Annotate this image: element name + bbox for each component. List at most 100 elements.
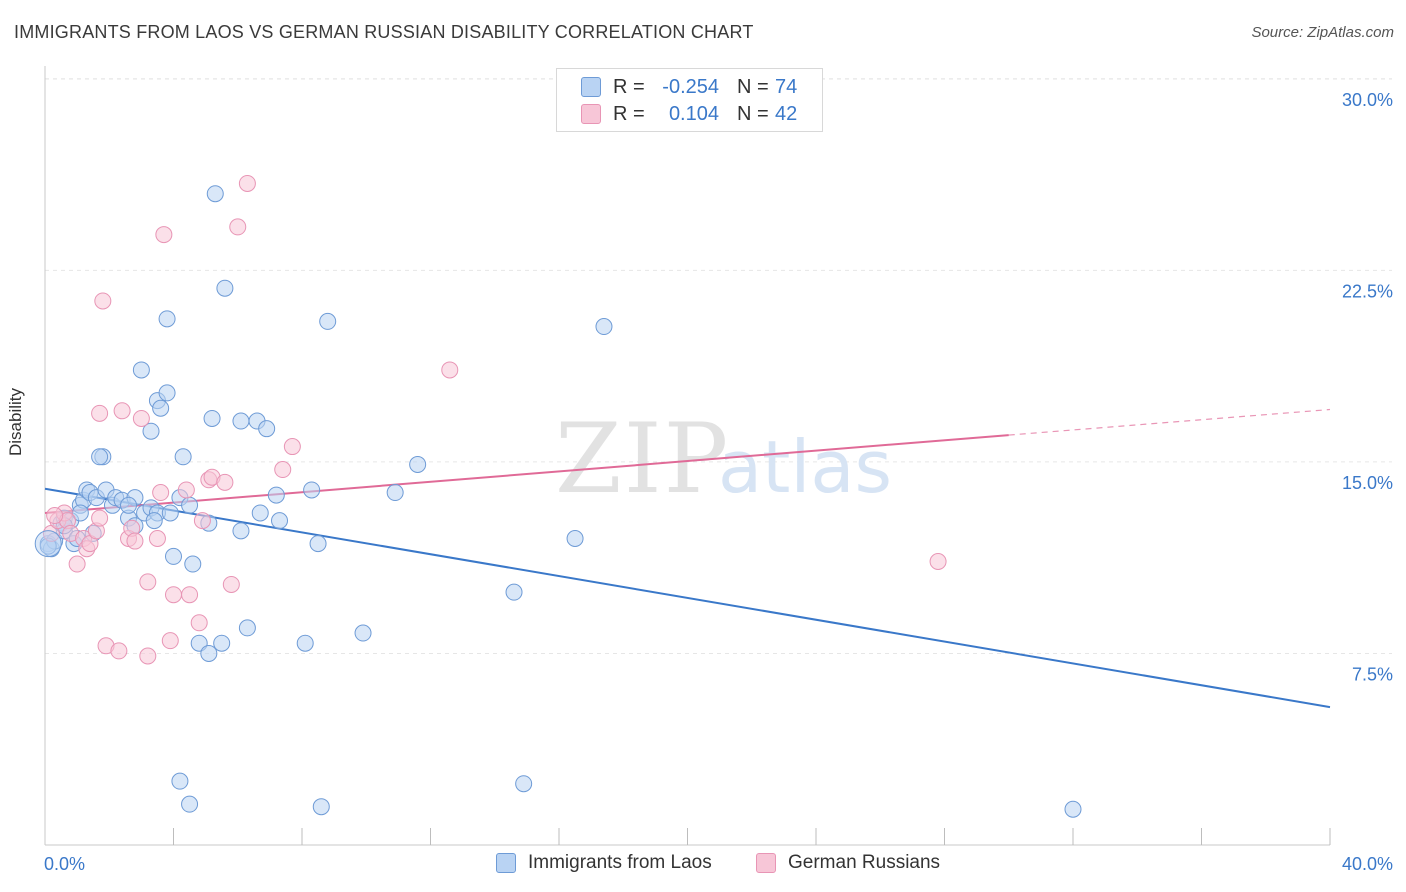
laos-point bbox=[203, 409, 221, 427]
german-russian-point bbox=[94, 292, 112, 310]
legend-swatch-german-russians bbox=[756, 853, 776, 873]
laos-point bbox=[120, 496, 138, 514]
laos-point bbox=[152, 399, 170, 417]
german-russian-point bbox=[110, 642, 128, 660]
stats-r-label: R = bbox=[613, 75, 645, 98]
german-russian-point bbox=[929, 552, 947, 570]
grid-layer bbox=[45, 78, 1392, 654]
points-layer bbox=[34, 174, 1082, 818]
stats-n-value: 74 bbox=[775, 75, 798, 98]
label-layer: 7.5% 15.0% 22.5% 30.0% 0.0% 40.0% bbox=[44, 90, 1393, 874]
stats-swatch-laos bbox=[581, 77, 601, 97]
laos-point bbox=[161, 504, 179, 522]
laos-point bbox=[251, 504, 269, 522]
legend-item-german-russians[interactable]: German Russians bbox=[756, 852, 940, 874]
german-russian-point bbox=[222, 575, 240, 593]
stats-r-label: R = bbox=[613, 102, 645, 125]
stats-r-value: 0.104 bbox=[668, 102, 719, 125]
german-russian-point bbox=[126, 532, 144, 550]
laos-point bbox=[174, 448, 192, 466]
german-russian-point bbox=[113, 402, 131, 420]
german-russian-point bbox=[165, 586, 182, 604]
stats-swatch-german-russians bbox=[581, 104, 601, 124]
german-russian-point bbox=[139, 573, 157, 591]
watermark-atlas: atlas bbox=[718, 425, 892, 509]
laos-point bbox=[505, 583, 523, 601]
laos-point bbox=[1064, 800, 1082, 818]
laos-point bbox=[216, 279, 234, 297]
german-russian-point bbox=[68, 555, 86, 573]
laos-point bbox=[232, 522, 250, 540]
german-russian-point bbox=[441, 361, 459, 379]
german-russian-point bbox=[132, 409, 150, 427]
german-russian-point bbox=[283, 438, 301, 456]
x-tick-label: 0.0% bbox=[44, 854, 85, 874]
laos-trend-line bbox=[44, 487, 1331, 709]
german-russian-point bbox=[148, 530, 166, 548]
laos-point bbox=[165, 547, 182, 565]
laos-point bbox=[91, 448, 109, 466]
laos-point bbox=[296, 634, 314, 652]
laos-point bbox=[171, 772, 189, 790]
laos-point bbox=[312, 798, 330, 816]
legend-swatch-laos bbox=[496, 853, 516, 873]
german-russian-point bbox=[91, 404, 109, 422]
german-russian-trend-extension bbox=[1008, 408, 1331, 436]
source-label: Source: ZipAtlas.com bbox=[1251, 24, 1394, 41]
german-russian-point bbox=[177, 481, 195, 499]
laos-point bbox=[309, 535, 327, 553]
y-tick-label: 7.5% bbox=[1352, 664, 1393, 684]
german-russian-trend-line bbox=[44, 434, 1009, 514]
german-russian-point bbox=[91, 509, 109, 527]
stats-n-label: N = bbox=[737, 102, 769, 125]
x-tick-label: 40.0% bbox=[1342, 854, 1393, 874]
laos-point bbox=[158, 384, 176, 402]
laos-point bbox=[181, 795, 199, 813]
laos-point bbox=[258, 420, 276, 438]
laos-point bbox=[206, 185, 224, 203]
german-russian-point bbox=[274, 461, 292, 479]
y-axis-label: Disability bbox=[6, 387, 25, 456]
laos-point bbox=[142, 422, 160, 440]
trend-layer bbox=[44, 408, 1331, 709]
laos-point bbox=[409, 455, 427, 473]
watermark-zip: ZIP bbox=[555, 403, 730, 515]
laos-point bbox=[238, 619, 256, 637]
laos-point bbox=[132, 361, 150, 379]
laos-point bbox=[515, 775, 533, 793]
german-russian-point bbox=[46, 507, 64, 525]
laos-point bbox=[386, 484, 404, 502]
stats-row-german-russians: R = 0.104 N = 42 bbox=[581, 101, 797, 127]
german-russian-point bbox=[155, 226, 173, 244]
german-russian-point bbox=[238, 174, 256, 192]
laos-point bbox=[184, 555, 202, 573]
german-russian-point bbox=[161, 632, 179, 650]
stats-n-value: 42 bbox=[775, 102, 798, 125]
laos-point bbox=[232, 412, 250, 430]
laos-point bbox=[566, 530, 584, 548]
y-tick-label: 22.5% bbox=[1342, 281, 1393, 301]
laos-point bbox=[158, 310, 176, 328]
laos-point bbox=[267, 486, 285, 504]
legend-item-laos[interactable]: Immigrants from Laos bbox=[496, 852, 712, 874]
y-tick-label: 15.0% bbox=[1342, 473, 1393, 493]
stats-n-label: N = bbox=[737, 75, 769, 98]
laos-point bbox=[303, 481, 321, 499]
bottom-legend: Immigrants from Laos German Russians bbox=[0, 852, 1406, 878]
legend-label-laos: Immigrants from Laos bbox=[528, 852, 712, 873]
german-russian-point bbox=[216, 473, 234, 491]
stats-row-laos: R = -0.254 N = 74 bbox=[581, 74, 797, 100]
laos-point bbox=[181, 496, 199, 514]
stats-r-value: -0.254 bbox=[662, 75, 719, 98]
laos-point bbox=[200, 644, 218, 662]
y-tick-label: 30.0% bbox=[1342, 90, 1393, 110]
german-russian-point bbox=[152, 484, 170, 502]
laos-point bbox=[319, 312, 337, 330]
laos-point bbox=[145, 512, 163, 530]
laos-point bbox=[271, 512, 289, 530]
legend-label-german-russians: German Russians bbox=[788, 852, 941, 873]
laos-point bbox=[595, 318, 613, 336]
chart-title: IMMIGRANTS FROM LAOS VS GERMAN RUSSIAN D… bbox=[14, 22, 754, 42]
german-russian-point bbox=[139, 647, 157, 665]
